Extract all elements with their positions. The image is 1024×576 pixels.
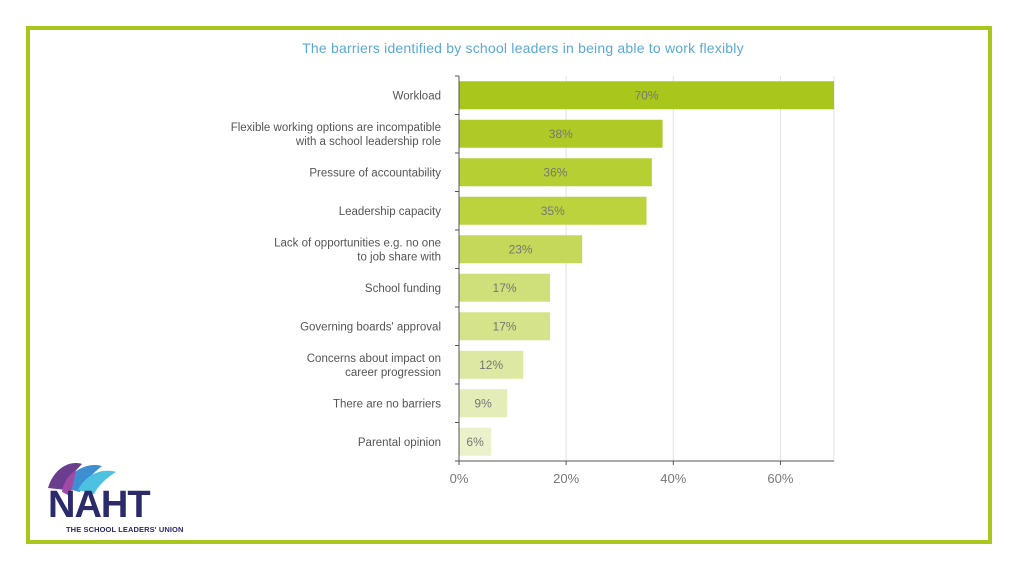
bar xyxy=(459,196,647,225)
category-label: Flexible working options are incompatibl… xyxy=(231,122,441,134)
bar xyxy=(459,158,652,187)
x-tick-label: 40% xyxy=(660,471,686,486)
bar-data-label: 17% xyxy=(493,319,517,333)
bar-data-label: 36% xyxy=(543,165,567,179)
bar xyxy=(459,389,508,418)
category-label: There are no barriers xyxy=(333,398,441,410)
category-label: Leadership capacity xyxy=(339,206,442,218)
bar-data-label: 12% xyxy=(479,358,503,372)
bar xyxy=(459,350,524,379)
category-label: Concerns about impact on xyxy=(307,353,441,365)
logo-tagline: THE SCHOOL LEADERS' UNION xyxy=(66,525,184,534)
x-tick-label: 0% xyxy=(450,471,469,486)
logo-wordmark: NAHT xyxy=(48,484,151,526)
bar-data-label: 38% xyxy=(549,127,573,141)
x-tick-label: 20% xyxy=(553,471,579,486)
category-label: Workload xyxy=(393,90,441,102)
bar-data-label: 17% xyxy=(493,281,517,295)
bar-data-label: 70% xyxy=(634,88,658,102)
category-label: Governing boards' approval xyxy=(300,321,441,333)
bar-data-label: 9% xyxy=(474,396,492,410)
chart-title: The barriers identified by school leader… xyxy=(302,40,744,56)
x-tick-label: 60% xyxy=(767,471,793,486)
category-label: with a school leadership role xyxy=(295,136,441,148)
bar-data-label: 6% xyxy=(466,435,484,449)
bar xyxy=(459,119,663,148)
category-label: School funding xyxy=(365,283,441,295)
naht-logo-icon xyxy=(48,463,116,496)
category-label: career progression xyxy=(345,367,441,379)
category-label: Pressure of accountability xyxy=(309,167,441,179)
chart-frame xyxy=(26,26,992,544)
bar xyxy=(459,81,834,110)
bar-data-label: 23% xyxy=(509,242,533,256)
category-label: Lack of opportunities e.g. no one xyxy=(274,237,441,249)
category-label: Parental opinion xyxy=(358,437,441,449)
bar xyxy=(459,427,492,456)
bar-data-label: 35% xyxy=(541,204,565,218)
bar xyxy=(459,235,583,264)
bar xyxy=(459,312,551,341)
category-label: to job share with xyxy=(357,251,441,263)
bar xyxy=(459,273,551,302)
